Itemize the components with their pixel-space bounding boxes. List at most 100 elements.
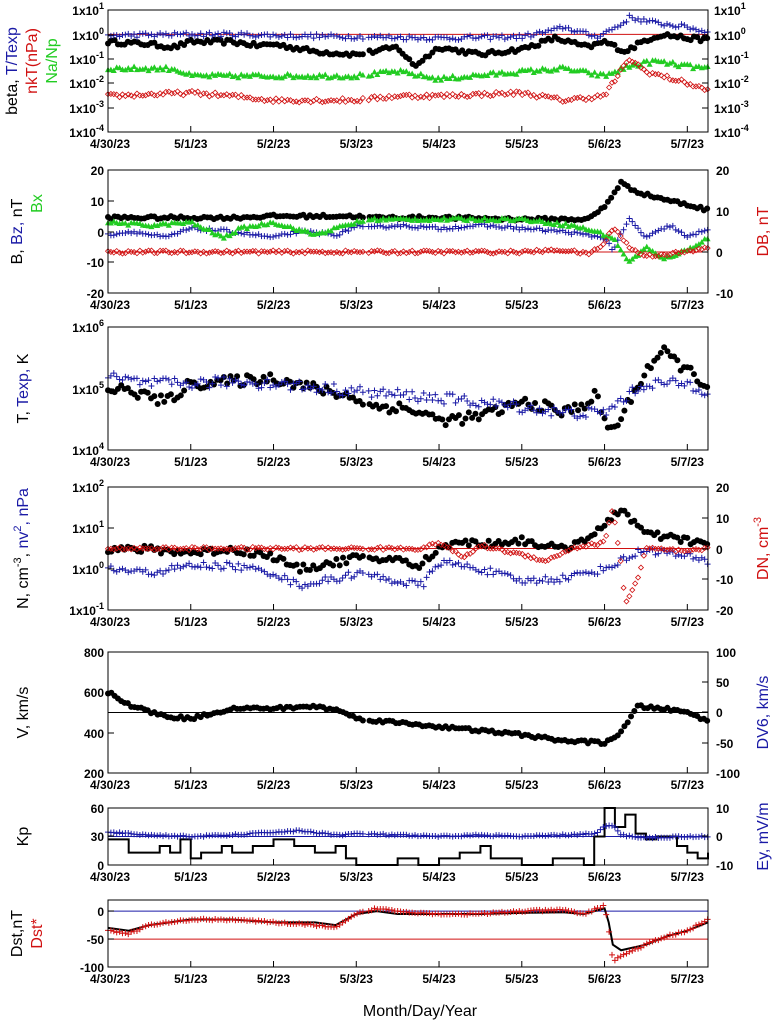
data-point xyxy=(637,383,644,390)
data-point xyxy=(400,248,407,255)
data-point xyxy=(154,401,161,408)
data-point xyxy=(681,382,688,389)
data-point xyxy=(403,831,410,838)
data-point xyxy=(313,74,320,81)
data-point xyxy=(692,83,700,90)
y-axis-label: T, Texp, K xyxy=(15,353,32,423)
data-point xyxy=(148,571,155,578)
data-point xyxy=(235,247,242,254)
data-point xyxy=(578,401,585,408)
data-point xyxy=(513,224,520,231)
y-axis-label: N, cm-3, nv2, nPa xyxy=(12,488,32,609)
data-point xyxy=(553,219,560,225)
data-point xyxy=(301,921,308,928)
data-point xyxy=(301,386,308,393)
data-point xyxy=(519,35,526,42)
data-point xyxy=(200,559,207,566)
data-point xyxy=(319,73,326,79)
data-point xyxy=(606,84,613,91)
data-point xyxy=(319,99,326,106)
data-point xyxy=(220,546,227,553)
data-point xyxy=(342,247,349,254)
data-point xyxy=(304,97,311,104)
data-point xyxy=(406,396,413,403)
data-point xyxy=(220,565,227,572)
data-point xyxy=(154,66,161,73)
data-point xyxy=(226,249,233,256)
data-point xyxy=(623,221,630,228)
data-point xyxy=(394,250,401,257)
data-point xyxy=(600,823,607,830)
data-point xyxy=(299,248,306,255)
y-tick-label: 0 xyxy=(97,226,104,240)
data-point xyxy=(330,249,337,257)
data-point xyxy=(498,908,505,915)
data-point xyxy=(626,832,633,839)
data-point xyxy=(658,935,665,942)
data-point xyxy=(527,402,534,409)
panel-6: 4/30/23 5/1/23 5/2/23 5/3/23 5/4/23 5/5/23 5/6… xyxy=(15,802,772,884)
data-point xyxy=(116,566,123,573)
data-point xyxy=(545,832,552,839)
data-point xyxy=(174,44,181,51)
data-point xyxy=(348,575,355,582)
data-point xyxy=(342,572,349,579)
data-point xyxy=(611,957,618,964)
data-point xyxy=(252,232,259,239)
data-point xyxy=(464,832,471,839)
data-point xyxy=(455,93,462,100)
data-point xyxy=(391,35,398,42)
data-point xyxy=(426,541,433,548)
data-point xyxy=(304,228,311,235)
series-1 xyxy=(107,907,709,952)
x-tick-label: 5/1/23 xyxy=(174,298,208,312)
data-point xyxy=(461,248,468,255)
data-point xyxy=(646,834,653,841)
data-point xyxy=(261,568,268,575)
data-point xyxy=(581,405,588,412)
data-point xyxy=(322,33,329,40)
data-point xyxy=(383,250,390,257)
data-point xyxy=(374,392,381,399)
y2-tick-label: 0 xyxy=(716,830,723,844)
data-point xyxy=(432,563,439,570)
series-2 xyxy=(105,902,711,964)
data-point xyxy=(522,553,529,560)
y-axis-label-3: Bx xyxy=(29,194,46,213)
data-point xyxy=(374,544,381,552)
data-point xyxy=(606,240,613,247)
data-point xyxy=(458,215,465,221)
data-point xyxy=(229,379,236,386)
data-point xyxy=(690,925,697,932)
data-point xyxy=(194,88,201,95)
data-point xyxy=(241,94,248,101)
data-point xyxy=(183,545,190,552)
y-tick-label: 1x10-2 xyxy=(69,74,104,91)
data-point xyxy=(365,907,372,914)
data-point xyxy=(125,569,132,576)
data-point xyxy=(319,544,326,551)
data-point xyxy=(200,915,207,922)
data-point xyxy=(654,529,661,536)
data-point xyxy=(157,920,164,927)
data-point xyxy=(397,908,404,915)
data-point xyxy=(340,554,347,561)
data-point xyxy=(397,544,404,551)
data-point xyxy=(695,833,702,840)
data-point xyxy=(160,833,167,840)
data-point xyxy=(643,252,650,260)
data-point xyxy=(400,221,407,228)
data-point xyxy=(666,546,673,553)
data-point xyxy=(217,232,224,239)
data-point xyxy=(215,374,222,381)
y2-tick-label: -100 xyxy=(716,767,740,781)
data-point xyxy=(180,832,187,839)
data-point xyxy=(189,218,195,224)
data-point xyxy=(664,20,671,27)
data-point xyxy=(582,249,589,256)
data-point xyxy=(423,91,430,98)
data-point xyxy=(577,544,584,551)
data-point xyxy=(698,554,705,561)
data-point xyxy=(255,385,262,392)
